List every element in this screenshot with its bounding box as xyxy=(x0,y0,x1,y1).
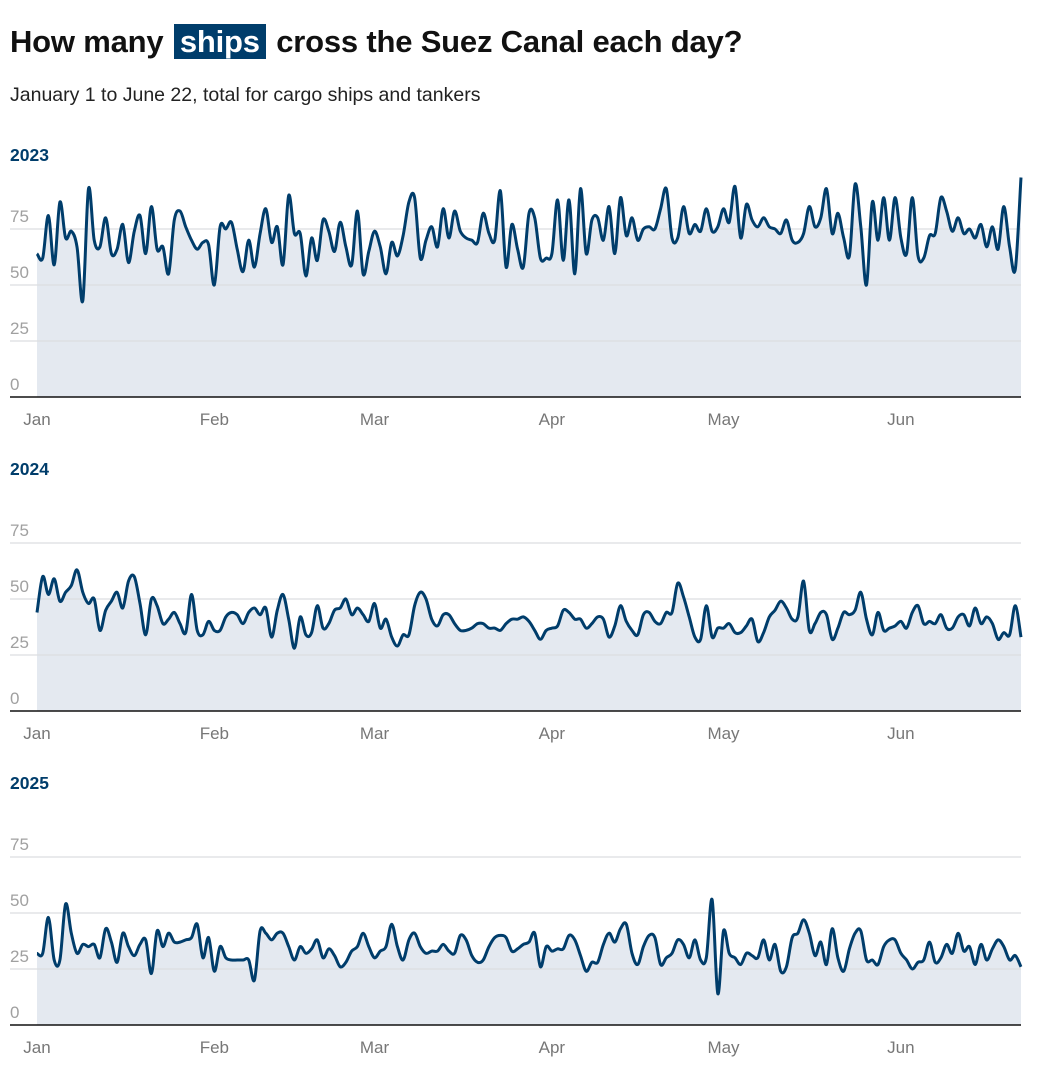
x-tick-label: Jun xyxy=(887,1038,914,1057)
x-tick-label: Mar xyxy=(360,1038,390,1057)
chart-2025: 0 25 50 75 Jan Feb Mar Apr May Jun 2025 xyxy=(10,773,1023,1057)
y-tick-label: 50 xyxy=(10,577,29,596)
y-tick-label: 75 xyxy=(10,521,29,540)
x-tick-label: Jun xyxy=(887,410,914,429)
area-fill xyxy=(37,569,1021,711)
series-line xyxy=(36,898,1023,996)
x-tick-label: May xyxy=(707,410,740,429)
title-before: How many xyxy=(10,24,164,59)
x-tick-label: Feb xyxy=(200,1038,229,1057)
panel-2025: 0 25 50 75 Jan Feb Mar Apr May Jun 2025 xyxy=(0,768,1041,1068)
y-tick-label: 25 xyxy=(10,319,29,338)
y-tick-label: 0 xyxy=(10,689,19,708)
x-tick-label: Feb xyxy=(200,410,229,429)
chart-subtitle: January 1 to June 22, total for cargo sh… xyxy=(10,84,481,106)
title-after: cross the Suez Canal each day? xyxy=(276,24,743,59)
y-tick-label: 25 xyxy=(10,947,29,966)
y-tick-label: 0 xyxy=(10,1003,19,1022)
y-tick-label: 25 xyxy=(10,633,29,652)
x-tick-label: May xyxy=(707,1038,740,1057)
x-tick-label: Mar xyxy=(360,724,390,743)
x-tick-label: Feb xyxy=(200,724,229,743)
y-tick-label: 75 xyxy=(10,207,29,226)
x-tick-label: Apr xyxy=(539,410,566,429)
x-tick-label: May xyxy=(707,724,740,743)
y-tick-label: 50 xyxy=(10,891,29,910)
chart-2023: 0 25 50 75 Jan Feb Mar Apr May Jun 2023 xyxy=(10,145,1023,429)
panel-2023: 0 25 50 75 Jan Feb Mar Apr May Jun 2023 xyxy=(0,140,1041,440)
x-tick-label: Apr xyxy=(539,1038,566,1057)
panel-2024: 0 25 50 75 Jan Feb Mar Apr May Jun 2024 xyxy=(0,454,1041,754)
x-tick-label: Jan xyxy=(23,1038,50,1057)
year-label: 2025 xyxy=(10,773,49,793)
x-tick-label: Jan xyxy=(23,410,50,429)
area-fill xyxy=(37,177,1021,397)
title-highlight: ships xyxy=(173,24,266,59)
x-tick-label: Mar xyxy=(360,410,390,429)
year-label: 2023 xyxy=(10,145,49,165)
y-tick-label: 50 xyxy=(10,263,29,282)
x-tick-label: Apr xyxy=(539,724,566,743)
series-line xyxy=(35,568,1023,650)
area-fill xyxy=(37,899,1021,1025)
y-tick-label: 75 xyxy=(10,835,29,854)
chart-title: How many ships cross the Suez Canal each… xyxy=(10,24,743,60)
year-label: 2024 xyxy=(10,459,49,479)
series-line xyxy=(35,177,1023,304)
x-tick-label: Jan xyxy=(23,724,50,743)
y-tick-label: 0 xyxy=(10,375,19,394)
chart-2024: 0 25 50 75 Jan Feb Mar Apr May Jun 2024 xyxy=(10,459,1023,743)
x-tick-label: Jun xyxy=(887,724,914,743)
